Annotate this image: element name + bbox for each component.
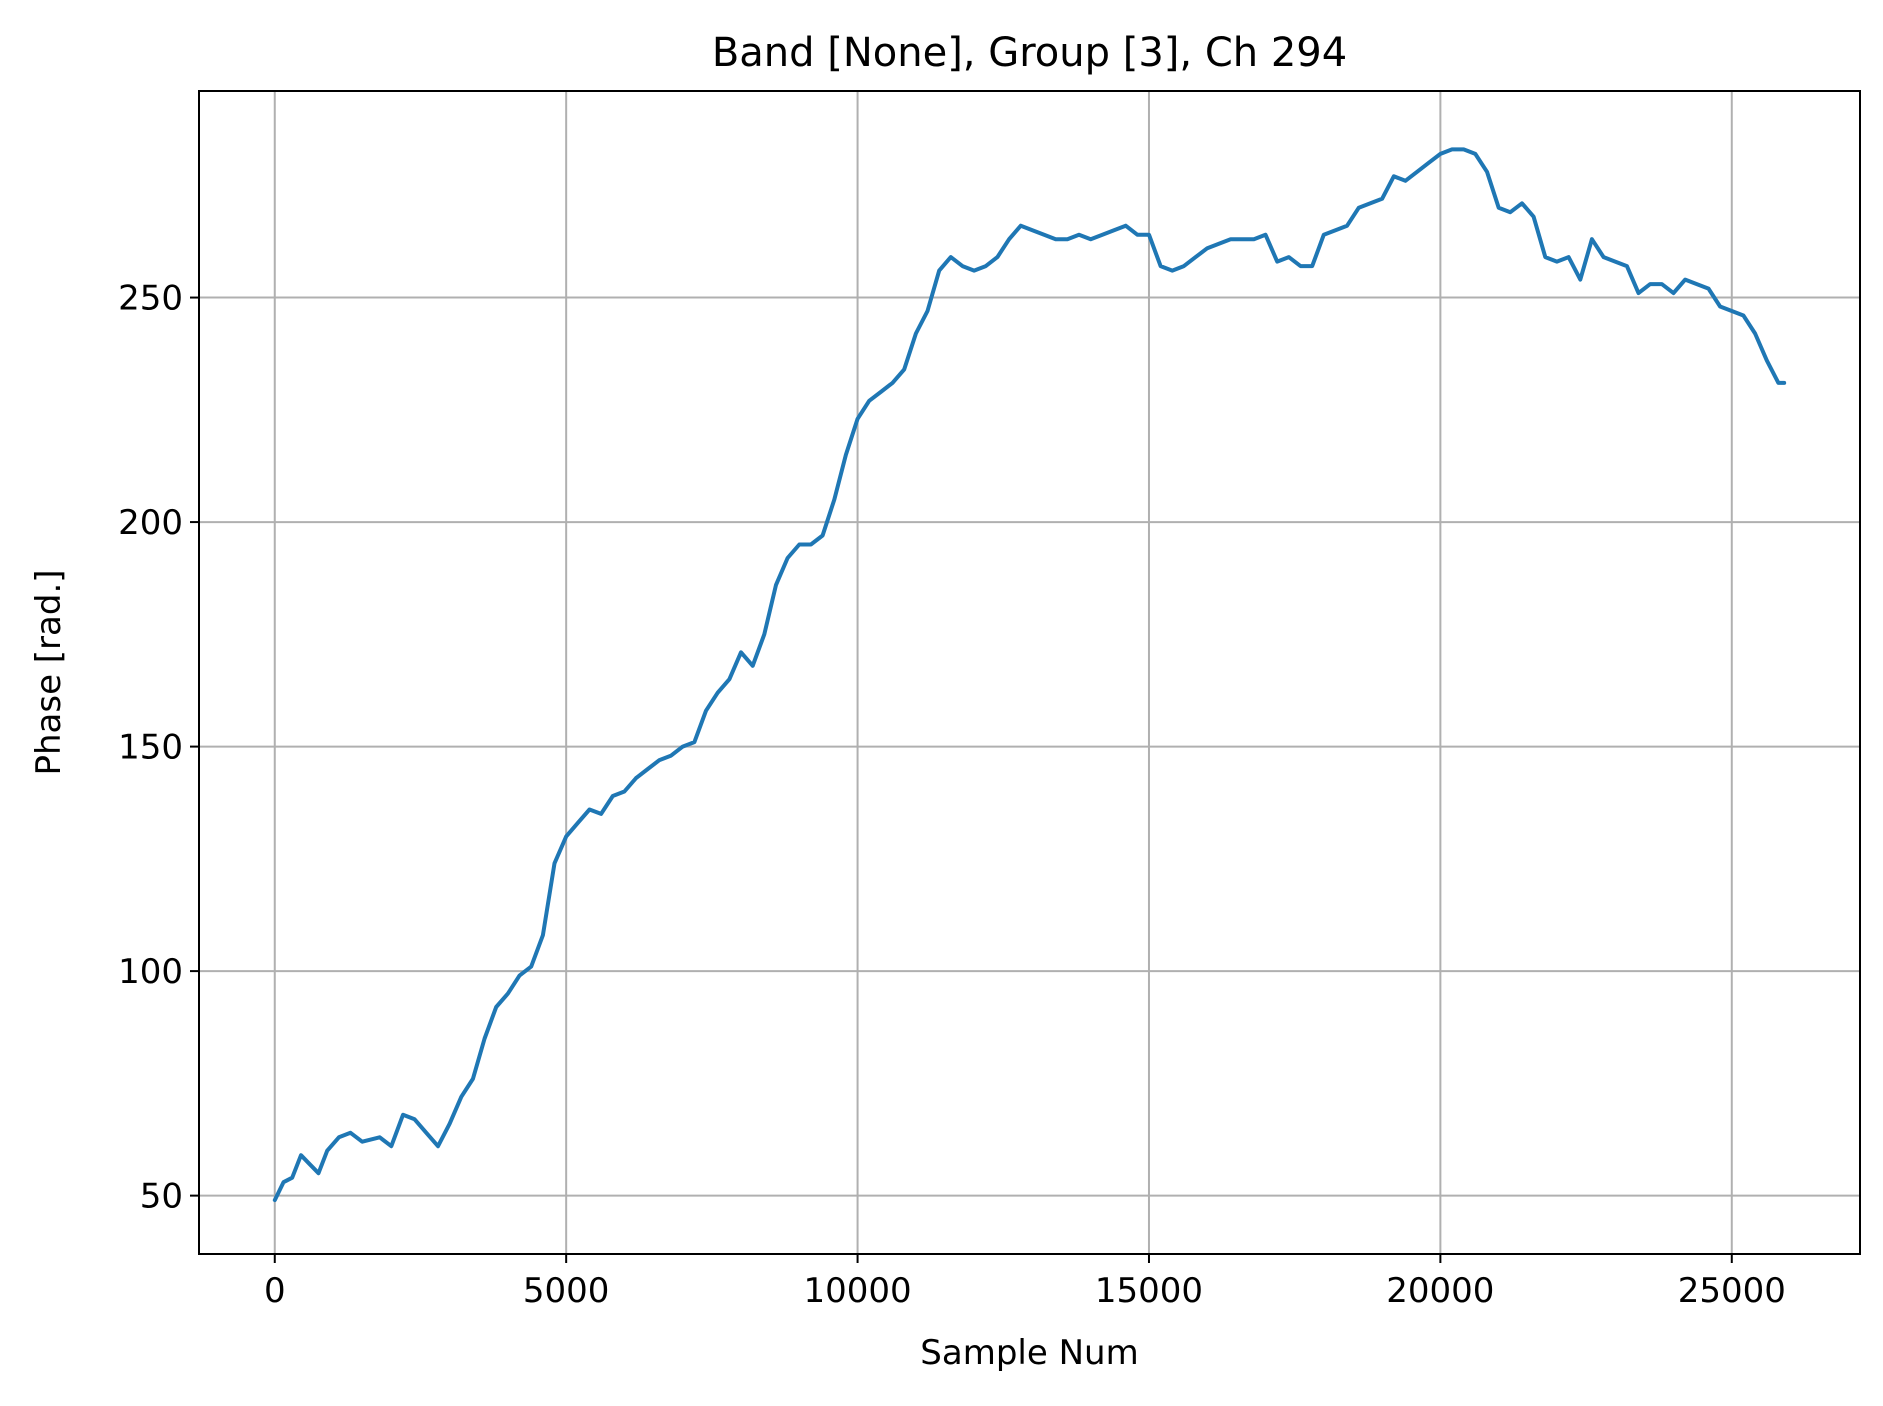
y-tick-label: 250: [118, 279, 183, 319]
y-axis-label: Phase [rad.]: [29, 569, 69, 775]
x-axis-ticks: 0 5000 10000 15000 20000 25000: [264, 1254, 1786, 1311]
y-tick-label: 50: [140, 1177, 183, 1217]
x-tick-label: 10000: [803, 1271, 911, 1311]
chart-title: Band [None], Group [3], Ch 294: [712, 30, 1347, 76]
y-axis-ticks: 50 100 150 200 250: [118, 279, 199, 1217]
x-tick-label: 0: [264, 1271, 286, 1311]
x-axis-label: Sample Num: [920, 1333, 1138, 1373]
series-line: [272, 147, 1787, 1203]
y-tick-label: 200: [118, 503, 183, 543]
x-tick-label: 25000: [1678, 1271, 1786, 1311]
plot-frame: [198, 90, 1861, 1255]
x-tick-label: 5000: [523, 1271, 610, 1311]
grid: [199, 91, 1860, 1254]
series-layer: [272, 147, 1787, 1203]
y-tick-label: 100: [118, 952, 183, 992]
x-tick-label: 20000: [1386, 1271, 1494, 1311]
y-tick-label: 150: [118, 728, 183, 768]
x-tick-label: 15000: [1095, 1271, 1203, 1311]
